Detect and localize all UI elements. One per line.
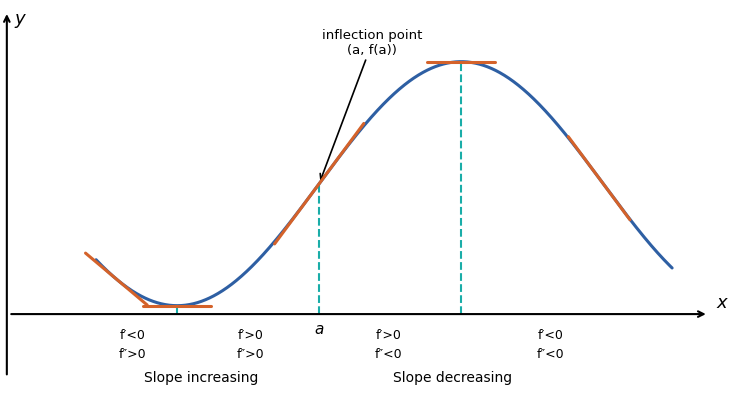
Text: a: a (314, 322, 324, 337)
Text: f′>0
f″<0: f′>0 f″<0 (374, 329, 402, 361)
Text: f′>0
f″>0: f′>0 f″>0 (236, 329, 264, 361)
Text: y: y (15, 10, 26, 28)
Text: Slope decreasing: Slope decreasing (393, 371, 512, 385)
Text: Slope increasing: Slope increasing (144, 371, 259, 385)
Text: x: x (716, 294, 727, 312)
Text: inflection point
(a, f(a)): inflection point (a, f(a)) (320, 29, 422, 179)
Text: f′<0
f″<0: f′<0 f″<0 (537, 329, 564, 361)
Text: f′<0
f″>0: f′<0 f″>0 (118, 329, 146, 361)
